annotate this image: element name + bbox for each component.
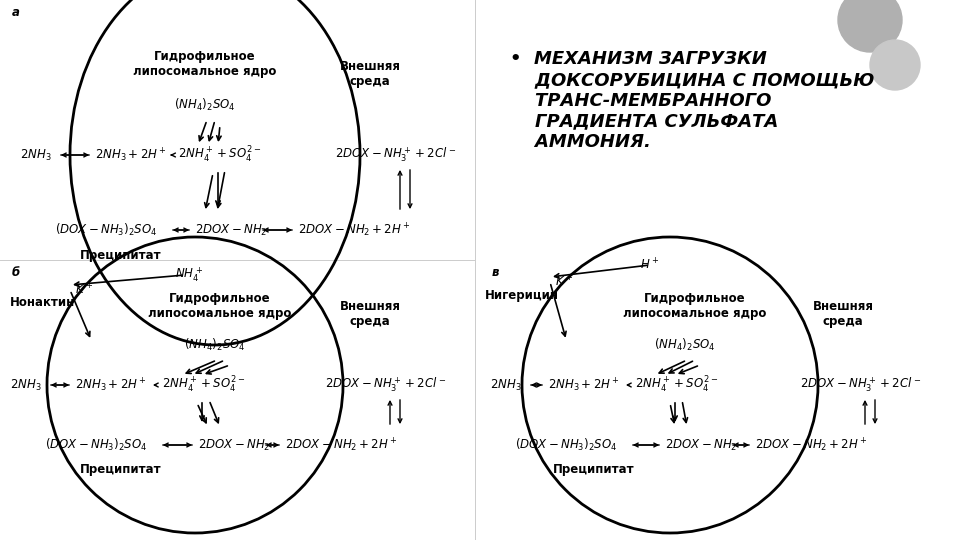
Text: $2DOX-NH_2+2H^+$: $2DOX-NH_2+2H^+$ (755, 436, 868, 454)
Text: Внешняя
среда: Внешняя среда (340, 300, 400, 328)
Text: Гидрофильное
липосомальное ядро: Гидрофильное липосомальное ядро (623, 292, 767, 320)
Circle shape (838, 0, 902, 52)
Text: Преципитат: Преципитат (80, 463, 161, 476)
Text: $2DOX-NH_3^+ +2Cl^-$: $2DOX-NH_3^+ +2Cl^-$ (800, 376, 922, 394)
Text: Преципитат: Преципитат (80, 248, 161, 261)
Text: $K^+$: $K^+$ (75, 282, 93, 298)
Text: Нонактин: Нонактин (10, 295, 75, 308)
Text: $2DOX-NH_2+2H^+$: $2DOX-NH_2+2H^+$ (285, 436, 397, 454)
Text: $H^+$: $H^+$ (640, 258, 660, 273)
Circle shape (870, 40, 920, 90)
Text: $(NH_4)_2SO_4$: $(NH_4)_2SO_4$ (654, 337, 716, 353)
Text: Внешняя
среда: Внешняя среда (340, 60, 400, 88)
Text: $2DOX-NH_2$: $2DOX-NH_2$ (665, 437, 737, 453)
Text: $2NH_3+2H^+$: $2NH_3+2H^+$ (95, 146, 167, 164)
Text: Гидрофильное
липосомальное ядро: Гидрофильное липосомальное ядро (133, 50, 276, 78)
Text: $2NH_3$: $2NH_3$ (490, 377, 521, 393)
Text: б: б (12, 266, 20, 279)
Text: Преципитат: Преципитат (553, 463, 635, 476)
Text: $2DOX-NH_3^+ +2Cl^-$: $2DOX-NH_3^+ +2Cl^-$ (325, 376, 446, 394)
Text: $(NH_4)_2SO_4$: $(NH_4)_2SO_4$ (174, 97, 236, 113)
Text: $NH_4^+$: $NH_4^+$ (175, 266, 204, 285)
Text: $2DOX-NH_2$: $2DOX-NH_2$ (198, 437, 271, 453)
Text: $2DOX-NH_2+2H^+$: $2DOX-NH_2+2H^+$ (298, 221, 411, 239)
Text: $2DOX-NH_2$: $2DOX-NH_2$ (195, 222, 267, 238)
Text: $(NH_4)_2SO_4$: $(NH_4)_2SO_4$ (184, 337, 246, 353)
Text: Внешняя
среда: Внешняя среда (812, 300, 874, 328)
Text: $2NH_4^++SO_4^{2-}$: $2NH_4^++SO_4^{2-}$ (178, 145, 261, 165)
Text: •  МЕХАНИЗМ ЗАГРУЗКИ
    ДОКСОРУБИЦИНА С ПОМОЩЬЮ
    ТРАНС-МЕМБРАННОГО
    ГРАДИ: • МЕХАНИЗМ ЗАГРУЗКИ ДОКСОРУБИЦИНА С ПОМО… (510, 50, 875, 151)
Text: $2NH_3+2H^+$: $2NH_3+2H^+$ (548, 376, 620, 394)
Text: в: в (492, 266, 499, 279)
Text: $2NH_4^++SO_4^{2-}$: $2NH_4^++SO_4^{2-}$ (162, 375, 245, 395)
Text: $(DOX-NH_3)_2SO_4$: $(DOX-NH_3)_2SO_4$ (55, 222, 157, 238)
Text: $2NH_3$: $2NH_3$ (20, 147, 52, 163)
Text: $2NH_3+2H^+$: $2NH_3+2H^+$ (75, 376, 147, 394)
Text: Нигерицин: Нигерицин (485, 288, 559, 301)
Text: $K^+$: $K^+$ (555, 274, 573, 289)
Text: Гидрофильное
липосомальное ядро: Гидрофильное липосомальное ядро (148, 292, 292, 320)
Text: $(DOX-NH_3)_2SO_4$: $(DOX-NH_3)_2SO_4$ (515, 437, 617, 453)
Text: $2NH_3$: $2NH_3$ (10, 377, 41, 393)
Text: $2DOX-NH_3^+ +2Cl^-$: $2DOX-NH_3^+ +2Cl^-$ (335, 146, 456, 164)
Text: $2NH_4^++SO_4^{2-}$: $2NH_4^++SO_4^{2-}$ (635, 375, 718, 395)
Text: a: a (12, 5, 20, 18)
Text: $(DOX-NH_3)_2SO_4$: $(DOX-NH_3)_2SO_4$ (45, 437, 147, 453)
